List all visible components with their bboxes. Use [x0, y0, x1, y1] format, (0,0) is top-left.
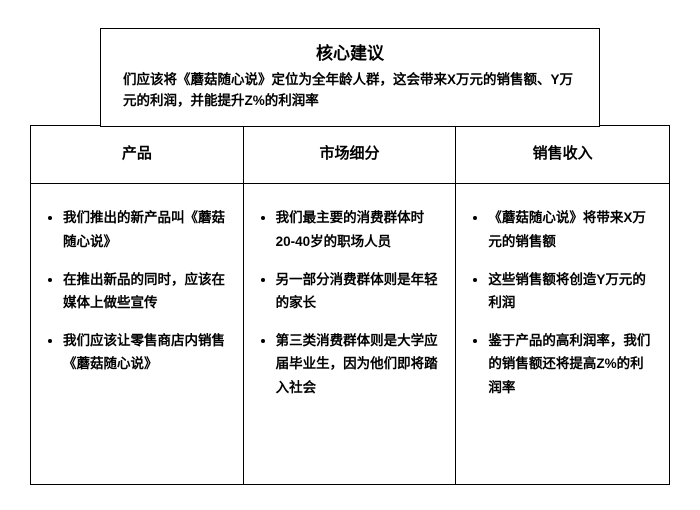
- list-item: 另一部分消费群体则是年轻的家长: [276, 268, 442, 315]
- list-item: 在推出新品的同时，应该在媒体上做些宣传: [63, 268, 229, 315]
- list-item: 我们最主要的消费群体时20-40岁的职场人员: [276, 206, 442, 253]
- list-item: 我们推出的新产品叫《蘑菇随心说》: [63, 206, 229, 253]
- column-header-revenue: 销售收入: [456, 126, 669, 184]
- column-header-segment: 市场细分: [244, 126, 457, 184]
- bullet-list: 《蘑菇随心说》将带来X万元的销售额 这些销售额将创造Y万元的利润 鉴于产品的高利…: [470, 206, 655, 399]
- list-item: 第三类消费群体则是大学应届毕业生，因为他们即将踏入社会: [276, 329, 442, 400]
- core-title: 核心建议: [123, 39, 577, 64]
- bullet-list: 我们推出的新产品叫《蘑菇随心说》 在推出新品的同时，应该在媒体上做些宣传 我们应…: [45, 206, 229, 376]
- column-body-revenue: 《蘑菇随心说》将带来X万元的销售额 这些销售额将创造Y万元的利润 鉴于产品的高利…: [456, 184, 669, 484]
- core-recommendation-box: 核心建议 们应该将《蘑菇随心说》定位为全年龄人群，这会带来X万元的销售额、Y万元…: [100, 28, 600, 127]
- columns-grid: 产品 市场细分 销售收入 我们推出的新产品叫《蘑菇随心说》 在推出新品的同时，应…: [30, 125, 670, 485]
- core-subtitle: 们应该将《蘑菇随心说》定位为全年龄人群，这会带来X万元的销售额、Y万元的利润，并…: [123, 70, 577, 112]
- column-header-product: 产品: [31, 126, 244, 184]
- bullet-list: 我们最主要的消费群体时20-40岁的职场人员 另一部分消费群体则是年轻的家长 第…: [258, 206, 442, 399]
- diagram-container: 核心建议 们应该将《蘑菇随心说》定位为全年龄人群，这会带来X万元的销售额、Y万元…: [30, 28, 670, 485]
- column-body-product: 我们推出的新产品叫《蘑菇随心说》 在推出新品的同时，应该在媒体上做些宣传 我们应…: [31, 184, 244, 484]
- list-item: 鉴于产品的高利润率，我们的销售额还将提高Z%的利润率: [488, 329, 655, 400]
- list-item: 我们应该让零售商店内销售《蘑菇随心说》: [63, 329, 229, 376]
- column-body-segment: 我们最主要的消费群体时20-40岁的职场人员 另一部分消费群体则是年轻的家长 第…: [244, 184, 457, 484]
- list-item: 这些销售额将创造Y万元的利润: [488, 268, 655, 315]
- list-item: 《蘑菇随心说》将带来X万元的销售额: [488, 206, 655, 253]
